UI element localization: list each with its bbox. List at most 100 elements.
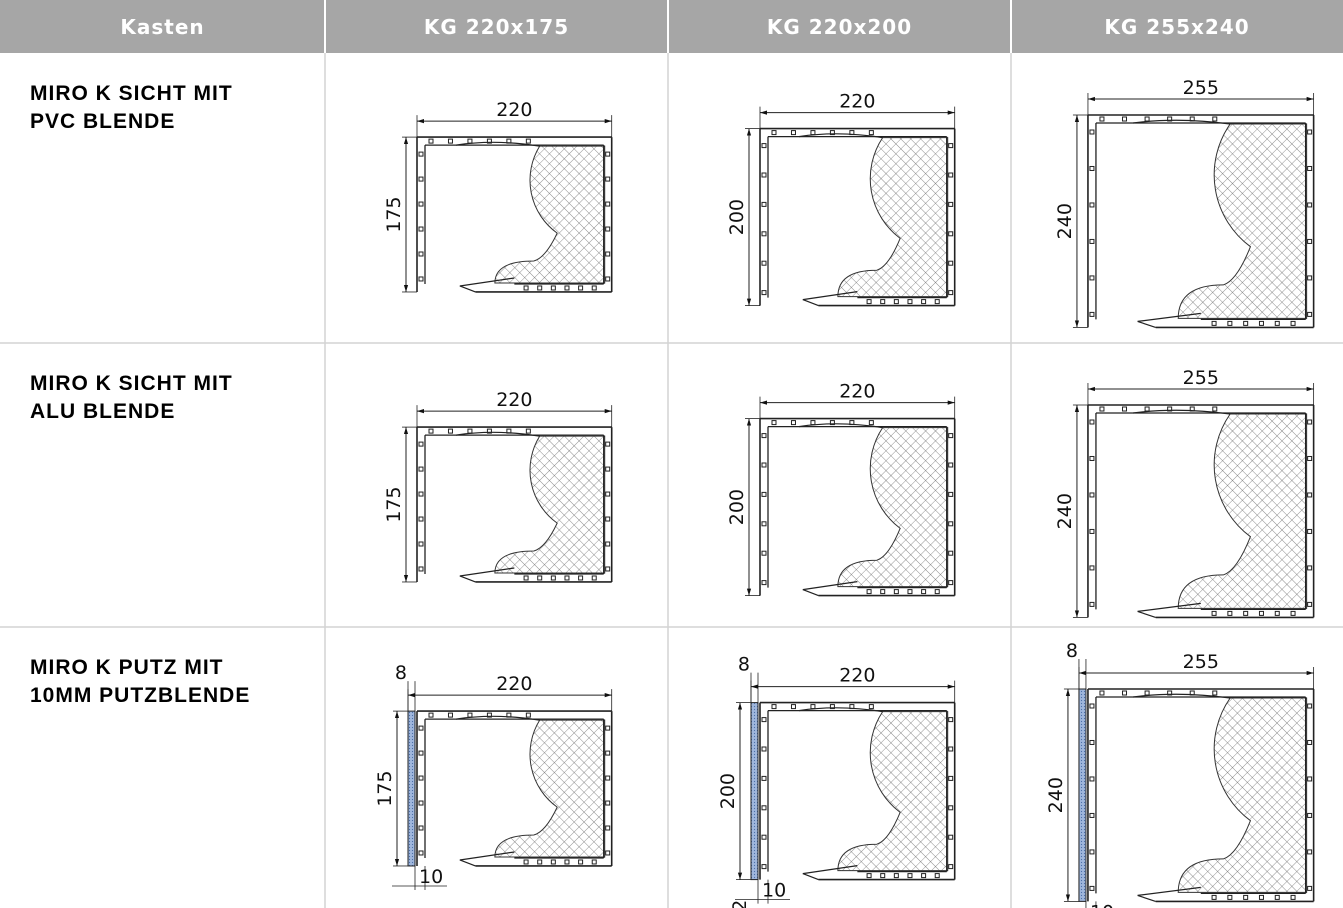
clip — [1307, 202, 1313, 208]
clip — [1189, 116, 1195, 122]
row-label: MIRO K SICHT MIT — [30, 82, 233, 105]
clip — [893, 589, 899, 595]
insulation — [494, 719, 606, 858]
clip — [948, 462, 954, 468]
clip — [948, 433, 954, 439]
clip — [605, 201, 611, 207]
clip — [761, 462, 767, 468]
clip — [418, 276, 424, 282]
clip — [866, 589, 872, 595]
clip — [506, 138, 512, 144]
clip — [866, 873, 872, 879]
plaster-strip — [1078, 688, 1087, 902]
clip — [564, 285, 570, 291]
header-bg — [0, 0, 1343, 53]
clip — [467, 138, 473, 144]
drawing-line — [802, 299, 819, 307]
clip — [447, 712, 453, 718]
clip — [1227, 610, 1233, 616]
header-cell: KG 220x200 — [767, 15, 912, 39]
clip — [605, 491, 611, 497]
clip — [550, 575, 556, 581]
clip — [537, 859, 543, 865]
clip — [1211, 610, 1217, 616]
clip — [1274, 320, 1280, 326]
clip — [1089, 565, 1095, 571]
clip — [948, 231, 954, 237]
plaster-strip — [750, 702, 759, 881]
dimension-label: 200 — [726, 199, 748, 235]
dimension-label: 2 — [729, 900, 751, 908]
drawing-line — [459, 277, 515, 287]
clip — [1211, 894, 1217, 900]
clip — [761, 550, 767, 556]
clip — [578, 575, 584, 581]
clip — [1290, 610, 1296, 616]
clip — [866, 299, 872, 305]
clip — [418, 516, 424, 522]
clip — [428, 428, 434, 434]
clip — [1099, 406, 1105, 412]
clip — [921, 589, 927, 595]
clip — [605, 441, 611, 447]
clip — [418, 775, 424, 781]
clip — [550, 859, 556, 865]
clip — [1307, 812, 1313, 818]
clip — [849, 130, 855, 136]
clip — [418, 850, 424, 856]
clip — [948, 260, 954, 266]
clip — [467, 428, 473, 434]
clip — [948, 805, 954, 811]
clip — [418, 800, 424, 806]
dimension-label: 220 — [496, 99, 532, 121]
clip — [605, 516, 611, 522]
clip — [761, 717, 767, 723]
clip — [418, 226, 424, 232]
clip — [1211, 320, 1217, 326]
insulation — [494, 435, 606, 574]
clip — [934, 873, 940, 879]
dimension-label: 200 — [726, 489, 748, 525]
clip — [1307, 885, 1313, 891]
clip — [948, 201, 954, 207]
clip — [849, 704, 855, 710]
clip — [761, 491, 767, 497]
clip — [921, 299, 927, 305]
clip — [486, 428, 492, 434]
insulation — [1177, 123, 1308, 319]
clip — [1307, 275, 1313, 281]
clip — [564, 859, 570, 865]
box-drawing — [1072, 93, 1315, 329]
drawing-line — [802, 865, 858, 875]
dimension-label: 10 — [1090, 901, 1114, 908]
clip — [1307, 739, 1313, 745]
drawing-line — [459, 567, 515, 577]
box-drawing — [392, 681, 613, 890]
clip — [829, 704, 835, 710]
clip — [1089, 419, 1095, 425]
clip — [1274, 894, 1280, 900]
clip — [605, 541, 611, 547]
clip — [1307, 419, 1313, 425]
clip — [605, 176, 611, 182]
header-cell: Kasten — [120, 15, 204, 39]
box-drawing — [745, 396, 956, 597]
clip — [880, 589, 886, 595]
clip — [1099, 116, 1105, 122]
clip — [1144, 406, 1150, 412]
drawing-line — [1137, 610, 1156, 618]
clip — [771, 420, 777, 426]
clip — [1089, 165, 1095, 171]
clip — [1167, 116, 1173, 122]
dimension-label: 220 — [839, 665, 875, 687]
clip — [1089, 492, 1095, 498]
dimension-label: 255 — [1183, 77, 1219, 99]
clip — [1089, 275, 1095, 281]
clip — [418, 201, 424, 207]
clip — [948, 143, 954, 149]
clip — [605, 825, 611, 831]
clip — [761, 231, 767, 237]
clip — [605, 725, 611, 731]
clip — [605, 850, 611, 856]
clip — [921, 873, 927, 879]
